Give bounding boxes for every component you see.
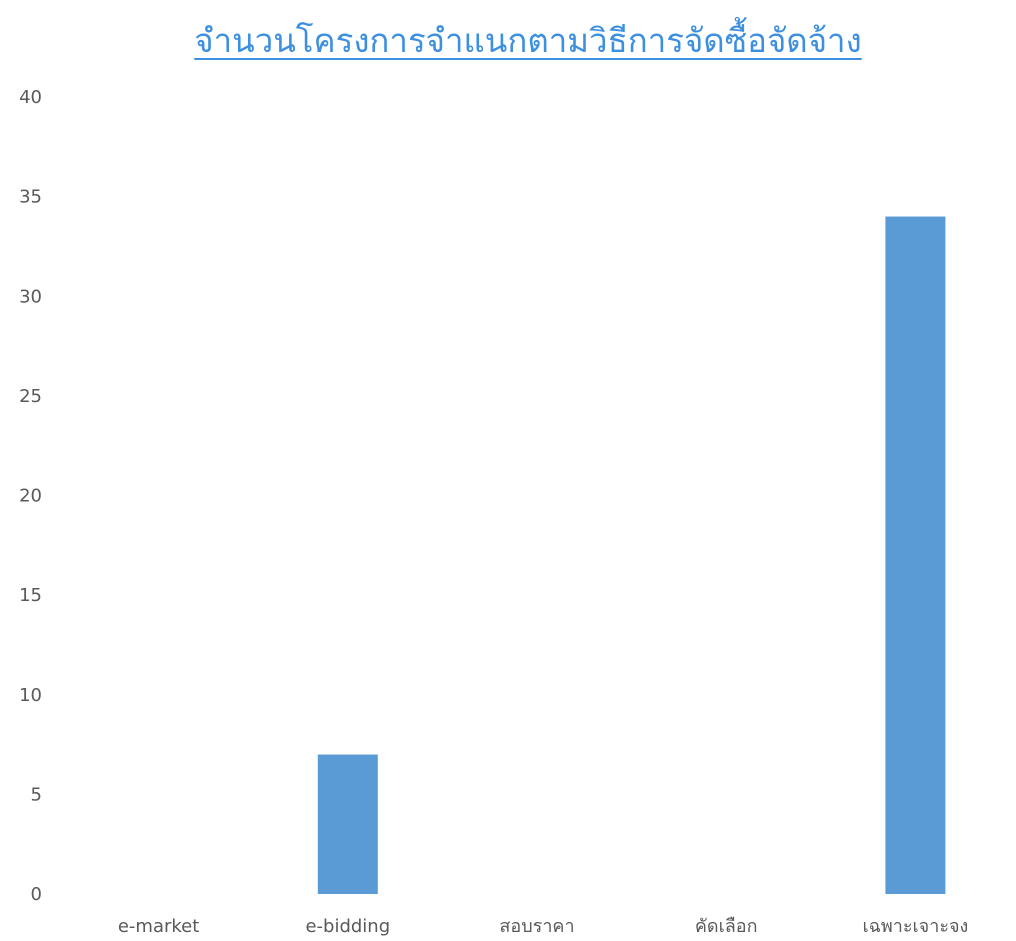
x-category-label: e-bidding <box>305 916 390 937</box>
chart-title: จำนวนโครงการจำแนกตามวิธีการจัดซื้อจัดจ้า… <box>194 21 862 60</box>
y-tick-label: 25 <box>19 386 42 407</box>
bar-series <box>317 216 946 895</box>
x-category-label: เฉพาะเจาะจง <box>862 916 968 937</box>
y-tick-label: 35 <box>19 187 42 208</box>
y-tick-label: 40 <box>19 87 42 108</box>
y-tick-label: 20 <box>19 486 42 507</box>
y-axis-tick-labels: 0 5 10 15 20 25 30 35 40 <box>19 87 42 905</box>
bar <box>317 754 378 894</box>
x-category-label: สอบราคา <box>499 916 574 937</box>
x-category-label: คัดเลือก <box>695 916 758 937</box>
y-tick-label: 0 <box>31 884 42 905</box>
x-category-label: e-market <box>118 916 199 937</box>
y-tick-label: 15 <box>19 585 42 606</box>
y-tick-label: 10 <box>19 685 42 706</box>
bar <box>885 216 946 895</box>
x-axis-category-labels: e-market e-bidding สอบราคา คัดเลือก เฉพาะเจา… <box>118 916 968 937</box>
y-tick-label: 30 <box>19 286 42 307</box>
y-tick-label: 5 <box>31 784 42 805</box>
